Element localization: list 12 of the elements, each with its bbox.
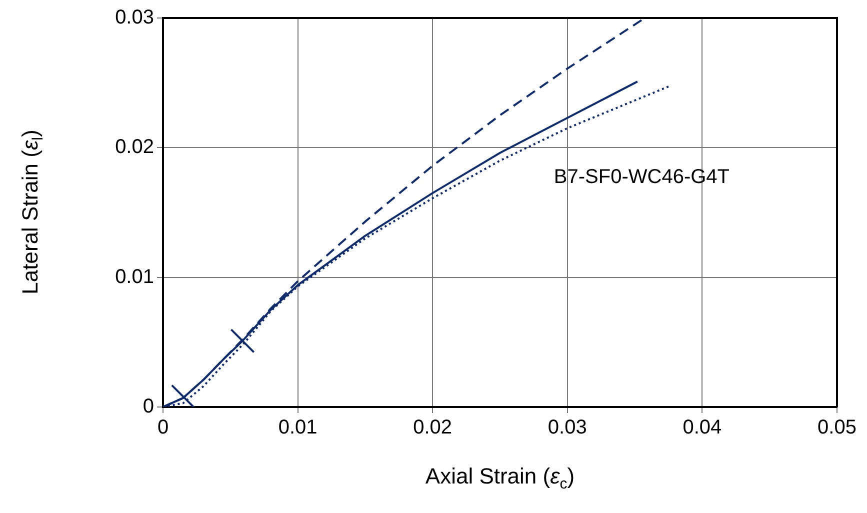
x-tick-label: 0.05 — [818, 416, 856, 439]
y-tick-label: 0.03 — [115, 6, 154, 29]
x-axis-title: Axial Strain (ε$_{c}$) — [425, 463, 575, 493]
annotation: B7-SF0-WC46-G4T — [554, 166, 730, 188]
x-tick-label: 0.03 — [548, 416, 587, 439]
y-tick-label: 0 — [142, 396, 154, 418]
x-tick-label: 0.04 — [682, 416, 722, 439]
y-tick-label: 0.01 — [115, 266, 154, 288]
x-tick-label: 0.02 — [413, 416, 452, 439]
x-tick-label: 0.01 — [278, 416, 318, 439]
y-tick-label: 0.02 — [115, 136, 154, 158]
x-tick-label: 0 — [157, 416, 169, 439]
